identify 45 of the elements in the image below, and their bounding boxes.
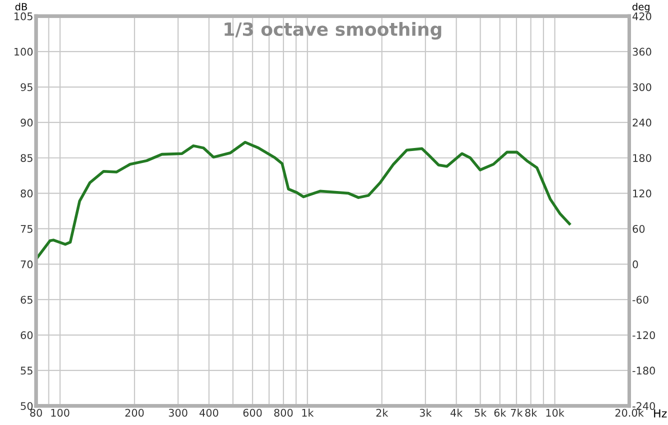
x-tick-label: 1k	[302, 408, 314, 417]
y2-tick-label: 240	[632, 118, 652, 127]
x-tick-label: 600	[243, 408, 262, 417]
y2-tick-label: 60	[632, 224, 645, 233]
y2-tick-label: -60	[632, 296, 648, 304]
y-tick-label: 80	[20, 190, 33, 198]
x-tick-label: 4k	[450, 408, 463, 417]
x-tick-label: 400	[200, 408, 218, 417]
y2-tick-label: 300	[632, 83, 652, 92]
x-tick-label: 3k	[420, 408, 432, 417]
y-tick-label: 100	[14, 48, 33, 56]
y-tick-label: 65	[20, 296, 32, 304]
y2-tick-label: -120	[632, 331, 655, 340]
x-tick-label: 7k	[510, 408, 523, 417]
y2-tick-label: 180	[633, 154, 652, 162]
x-tick-label: 300	[168, 408, 188, 417]
y2-tick-label: 120	[633, 190, 652, 198]
y-tick-label: 85	[20, 154, 32, 162]
x-tick-label: 5k	[474, 408, 487, 417]
y-tick-label: 105	[14, 12, 32, 20]
y-axis-title: dB	[15, 2, 27, 10]
y-tick-label: 75	[20, 225, 32, 233]
y2-axis-title: deg	[632, 2, 650, 12]
y2-tick-label: -180	[632, 366, 655, 375]
y2-tick-label: -240	[632, 402, 655, 410]
x-tick-label: 10k	[546, 408, 564, 417]
y2-tick-label: 420	[632, 12, 652, 20]
x-tick-label: 2k	[376, 408, 388, 417]
y-tick-label: 70	[20, 260, 33, 268]
y2-tick-label: 360	[632, 48, 652, 56]
y-tick-label: 95	[20, 83, 32, 92]
y-tick-label: 90	[20, 118, 33, 127]
x-axis-title: Hz	[654, 409, 667, 418]
chart-title: 1/3 octave smoothing	[224, 22, 442, 40]
x-tick-label: 80	[30, 408, 42, 417]
x-tick-label: 8k	[525, 408, 538, 417]
y2-tick-label: 0	[632, 260, 638, 268]
x-tick-label: 800	[274, 408, 293, 417]
x-tick-label: 20.0k	[615, 408, 644, 417]
x-tick-label: 6k	[494, 408, 506, 417]
y-tick-label: 60	[20, 331, 33, 340]
y-tick-label: 55	[20, 366, 32, 375]
x-tick-label: 100	[51, 408, 70, 417]
y-tick-label: 50	[20, 402, 33, 410]
x-tick-label: 200	[125, 408, 144, 417]
